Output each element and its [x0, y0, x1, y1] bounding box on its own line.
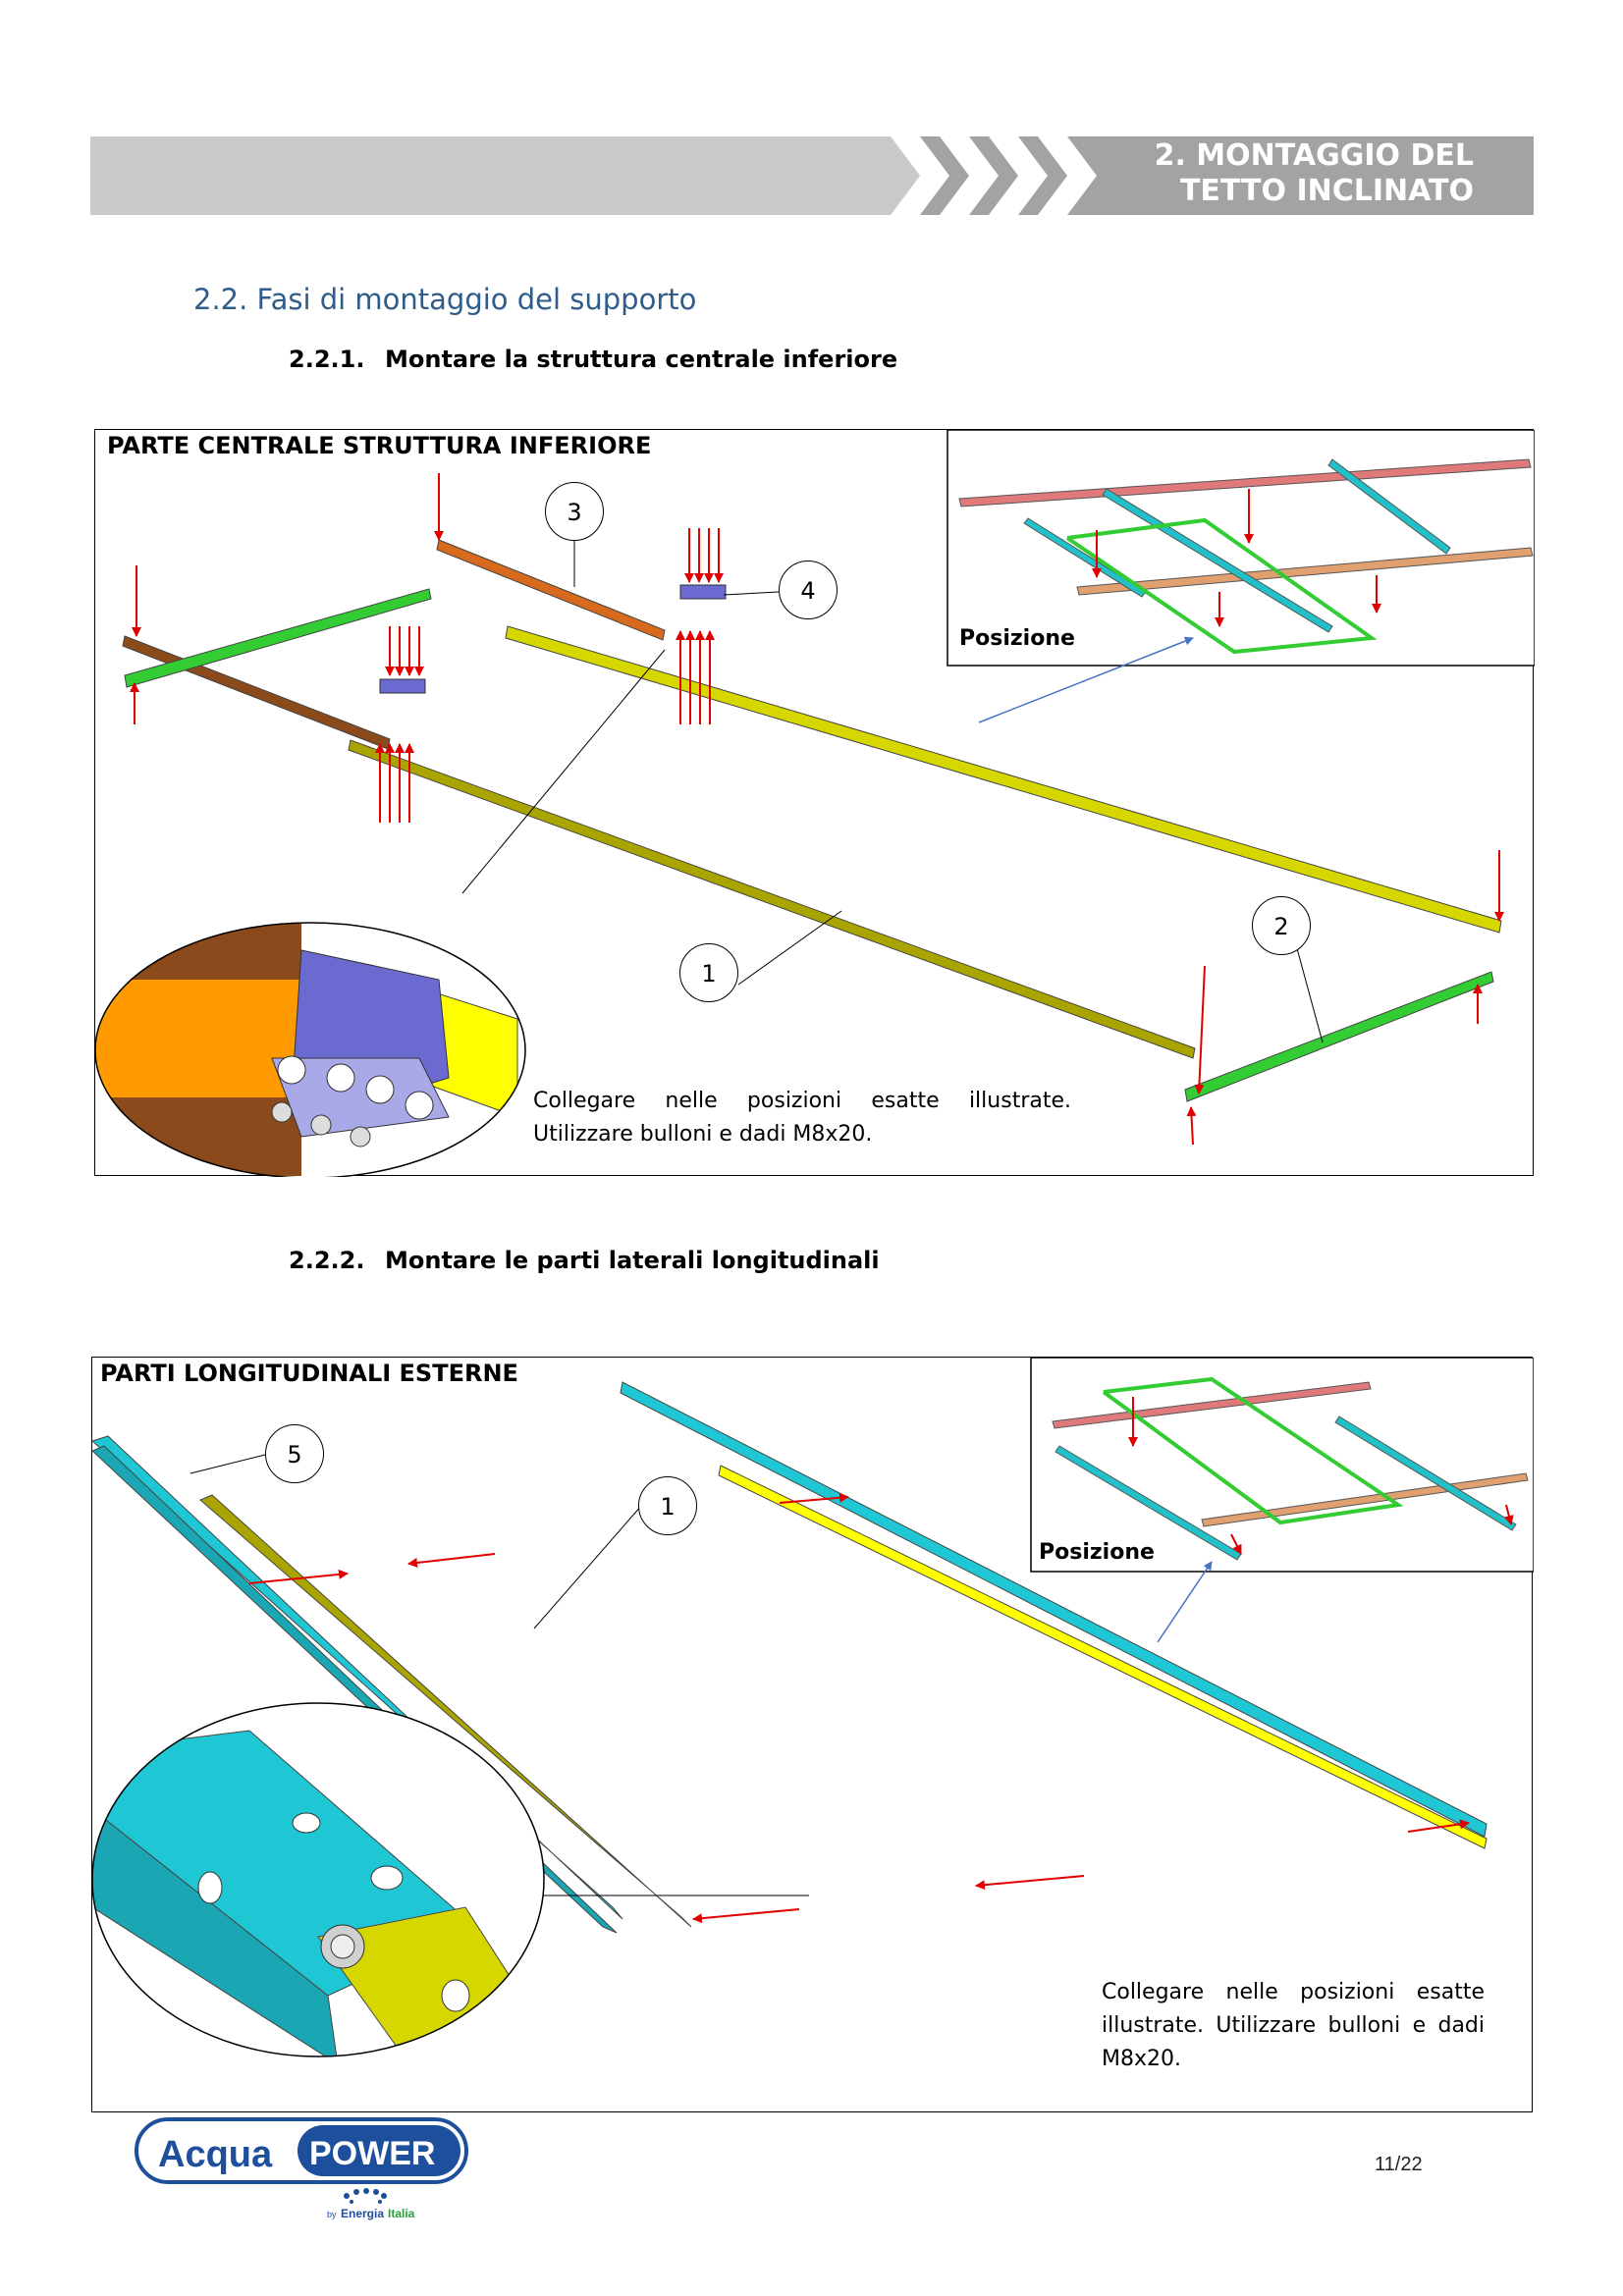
inset-leader-arrow: [978, 636, 1194, 723]
callout-leaders-2: [189, 1453, 809, 1896]
chapter-title-line1: 2. MONTAGGIO DEL: [1154, 138, 1474, 173]
zoom-detail-1: [95, 922, 526, 1177]
subsection-heading-1: 2.2.1. Montare la struttura centrale infe…: [289, 346, 897, 373]
subsection-heading-2: 2.2.2. Montare le parti laterali longitud…: [289, 1247, 880, 1274]
figure1-caption: Collegare nelle posizioni esatte illustr…: [533, 1085, 1071, 1151]
zoom-detail-2: [92, 1702, 545, 2057]
figure2-caption: Collegare nelle posizioni esatte illustr…: [1102, 1980, 1485, 2071]
rail-1-olive: [348, 739, 1196, 1059]
callout-3: 3: [545, 482, 604, 541]
figure2-title: PARTI LONGITUDINALI ESTERNE: [96, 1360, 522, 1387]
subsection-number-1: 2.2.1.: [289, 346, 365, 373]
header-band: [90, 136, 1534, 215]
callout-leaders: [461, 516, 1324, 1043]
figure1-caption-line1: Collegare nelle posizioni esatte illustr…: [533, 1089, 1071, 1113]
figure2-drawing: [92, 1358, 1534, 2057]
position-inset: [947, 430, 1535, 667]
logo-by: by: [327, 2210, 337, 2219]
bracket-4-left: [379, 678, 426, 694]
figure-outer-longitudinal-parts: PARTI LONGITUDINALI ESTERNE Posizione 5 …: [91, 1357, 1534, 2112]
logo-graphic: Acqua POWER by Energia Italia: [135, 2117, 468, 2220]
rail-brown: [122, 635, 391, 750]
figure-lower-central-structure: PARTE CENTRALE STRUTTURA INFERIORE Posiz…: [94, 429, 1535, 1177]
rail-yellow-right: [718, 1465, 1488, 1849]
rail-yellow-long: [505, 625, 1502, 934]
position-inset-2: [1030, 1358, 1534, 1573]
subsection-title-2: Montare le parti laterali longitudinali: [385, 1247, 880, 1274]
logo-brand-energia: Energia: [341, 2207, 384, 2220]
logo-word-acqua: Acqua: [158, 2134, 273, 2175]
chapter-title: 2. MONTAGGIO DEL TETTO INCLINATO: [904, 138, 1533, 209]
callout-1: 1: [679, 943, 738, 1002]
acquapower-logo: Acqua POWER by Energia Italia: [135, 2117, 468, 2225]
rail-3-orange: [436, 539, 666, 641]
subsection-number-2: 2.2.2.: [289, 1247, 365, 1274]
figure1-title: PARTE CENTRALE STRUTTURA INFERIORE: [103, 432, 656, 459]
bolt-arrows-2: [248, 1492, 1470, 1924]
rail-1-olive-left: [199, 1494, 692, 1928]
bolt-arrows: [130, 473, 1504, 1146]
figure2-position-label: Posizione: [1039, 1540, 1155, 1565]
bracket-4-right: [679, 584, 727, 600]
logo-brand-italia: Italia: [388, 2207, 415, 2220]
chapter-title-line2: TETTO INCLINATO: [1179, 174, 1474, 208]
rail-2-green: [1184, 971, 1494, 1102]
rail-cyan-right: [620, 1381, 1488, 1838]
subsection-title-1: Montare la struttura centrale inferiore: [385, 346, 898, 373]
callout-2: 2: [1252, 896, 1311, 955]
figure1-position-label: Posizione: [959, 626, 1075, 651]
callout-5: 5: [265, 1424, 324, 1483]
rail-green-left: [124, 588, 432, 688]
figure1-caption-line2: Utilizzare bulloni e dadi M8x20.: [533, 1122, 873, 1147]
section-heading: 2.2. Fasi di montaggio del supporto: [193, 283, 697, 316]
inset-leader-arrow-2: [1157, 1561, 1213, 1643]
logo-word-power: POWER: [309, 2135, 435, 2172]
figure1-drawing: [95, 430, 1535, 1177]
callout-4: 4: [779, 561, 838, 619]
page-number: 11/22: [1375, 2154, 1423, 2175]
callout-1-fig2: 1: [638, 1476, 697, 1535]
